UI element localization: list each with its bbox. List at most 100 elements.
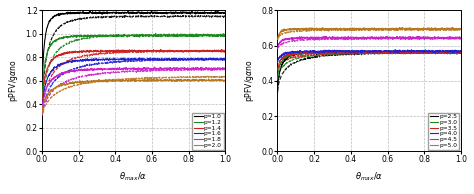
- p=3.5: [373, 49, 378, 52]
- p=1.6: [39, 114, 45, 117]
- p=4.0: [386, 49, 392, 52]
- Y-axis label: pPFV/g$\alpha$no: pPFV/g$\alpha$no: [7, 60, 20, 102]
- p=5.0: [414, 28, 419, 30]
- Line: p=3.0: p=3.0: [278, 51, 461, 79]
- p=4.0: [414, 50, 420, 53]
- p=2.0: [197, 78, 203, 81]
- p=3.5: [458, 51, 464, 53]
- p=2.5: [286, 55, 292, 58]
- p=1.6: [197, 58, 203, 61]
- p=4.0: [392, 48, 398, 51]
- p=3.0: [414, 51, 420, 53]
- p=1.4: [151, 50, 156, 53]
- p=4.5: [433, 36, 438, 39]
- p=4.5: [275, 47, 281, 50]
- p=1.2: [156, 34, 162, 36]
- p=2.0: [151, 79, 156, 81]
- Line: p=4.5: p=4.5: [278, 36, 461, 48]
- p=1.0: [223, 12, 228, 14]
- p=1.0: [50, 17, 56, 19]
- p=3.0: [275, 78, 281, 80]
- p=3.5: [286, 54, 292, 56]
- p=1.2: [39, 110, 45, 113]
- p=1.2: [197, 35, 203, 37]
- Y-axis label: pPFV/g$\alpha$no: pPFV/g$\alpha$no: [243, 60, 255, 102]
- p=4.0: [392, 51, 397, 53]
- p=5.0: [286, 28, 292, 31]
- p=4.5: [386, 37, 392, 39]
- p=4.0: [458, 49, 464, 52]
- p=4.5: [286, 38, 292, 41]
- p=2.5: [275, 91, 281, 94]
- p=1.2: [50, 40, 56, 42]
- p=2.0: [146, 79, 151, 81]
- p=2.0: [50, 88, 56, 90]
- p=1.0: [156, 11, 162, 14]
- Line: p=1.0: p=1.0: [42, 11, 226, 106]
- p=1.0: [151, 12, 156, 14]
- p=3.5: [433, 51, 438, 54]
- p=1.8: [151, 68, 156, 70]
- p=3.0: [386, 51, 392, 53]
- Line: p=1.2: p=1.2: [42, 34, 226, 112]
- p=1.6: [156, 58, 162, 61]
- p=2.5: [381, 51, 387, 54]
- p=1.4: [158, 48, 164, 51]
- p=1.0: [39, 105, 45, 107]
- p=4.0: [433, 51, 438, 54]
- p=2.0: [206, 78, 211, 80]
- p=1.4: [146, 49, 151, 52]
- Line: p=3.5: p=3.5: [278, 51, 461, 70]
- Line: p=2.0: p=2.0: [42, 79, 226, 115]
- p=3.5: [386, 51, 392, 53]
- p=3.0: [286, 55, 292, 57]
- Line: p=2.5: p=2.5: [278, 50, 461, 92]
- p=5.0: [458, 27, 464, 30]
- p=3.0: [433, 52, 438, 54]
- p=4.0: [286, 51, 292, 53]
- p=1.8: [156, 68, 162, 71]
- Line: p=1.6: p=1.6: [42, 58, 226, 116]
- Line: p=1.4: p=1.4: [42, 49, 226, 114]
- p=4.0: [275, 61, 281, 63]
- p=2.5: [458, 52, 464, 54]
- p=4.5: [382, 37, 387, 39]
- p=3.0: [382, 52, 387, 54]
- p=1.8: [146, 68, 151, 70]
- p=3.5: [414, 52, 420, 54]
- p=1.6: [50, 68, 56, 70]
- p=3.0: [458, 52, 464, 54]
- p=1.2: [201, 33, 207, 35]
- p=1.6: [146, 58, 152, 61]
- p=1.8: [223, 68, 228, 70]
- p=5.0: [450, 26, 456, 29]
- p=4.5: [392, 37, 398, 40]
- p=4.5: [458, 37, 464, 40]
- p=1.0: [197, 11, 203, 14]
- p=1.6: [137, 57, 142, 59]
- p=1.6: [223, 58, 228, 60]
- p=3.0: [336, 49, 341, 52]
- p=1.4: [179, 51, 184, 53]
- p=3.5: [382, 51, 387, 53]
- p=1.4: [197, 49, 203, 52]
- p=3.5: [392, 51, 398, 54]
- p=1.8: [39, 113, 45, 116]
- p=1.4: [39, 113, 45, 116]
- p=5.0: [386, 28, 392, 30]
- p=4.5: [346, 35, 351, 37]
- Line: p=5.0: p=5.0: [278, 27, 461, 39]
- p=1.2: [223, 35, 228, 37]
- p=3.0: [392, 50, 398, 52]
- p=1.6: [151, 59, 156, 61]
- p=2.0: [223, 79, 228, 81]
- p=5.0: [275, 38, 281, 40]
- p=2.5: [414, 51, 420, 54]
- p=1.8: [179, 67, 184, 69]
- p=2.5: [392, 50, 397, 52]
- p=5.0: [392, 28, 397, 31]
- Legend: p=2.5, p=3.0, p=3.5, p=4.0, p=4.5, p=5.0: p=2.5, p=3.0, p=3.5, p=4.0, p=4.5, p=5.0: [428, 113, 459, 150]
- Line: p=1.8: p=1.8: [42, 67, 226, 115]
- p=5.0: [433, 28, 438, 31]
- p=1.8: [152, 66, 157, 68]
